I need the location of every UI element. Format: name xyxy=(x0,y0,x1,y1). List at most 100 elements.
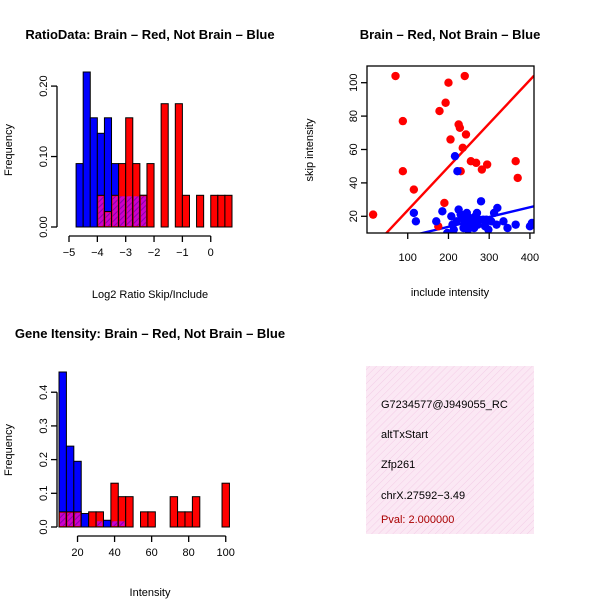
scatter-point-brain xyxy=(477,165,487,174)
scatter-point-brain xyxy=(398,116,408,126)
ratio-bar-overlap xyxy=(140,196,146,226)
ratio-bar-red xyxy=(174,103,183,228)
scatter-point-brain xyxy=(513,173,522,183)
scatter-y-tick-label: 20 xyxy=(348,210,360,222)
intensity-bar-overlap xyxy=(60,512,66,526)
ratio-x-tick-label: 0 xyxy=(208,247,214,259)
scatter-point-brain xyxy=(460,71,469,81)
ratio-bar-overlap xyxy=(105,212,111,226)
scatter-point-brain xyxy=(482,160,492,169)
scatter-x-tick-label: 200 xyxy=(439,252,457,264)
scatter-y-tick-label: 100 xyxy=(348,74,360,92)
scatter-fit-line-brain xyxy=(384,74,534,233)
intensity-bars xyxy=(58,371,230,528)
scatter-point-not-brain xyxy=(409,208,419,218)
scatter-point-brain xyxy=(398,167,408,176)
intensity-title: Gene Itensity: Brain – Red, Not Brain – … xyxy=(15,326,285,341)
scatter-point-brain xyxy=(441,98,450,107)
scatter-point-brain xyxy=(391,71,400,81)
scatter-point-not-brain xyxy=(484,225,493,233)
intensity-bar-red xyxy=(184,511,193,528)
intensity-bar-red xyxy=(88,511,97,528)
scatter-point-brain xyxy=(461,130,471,139)
ratio-bar-blue xyxy=(82,71,91,228)
ratio-bar-overlap xyxy=(98,196,104,226)
scatter-ylabel: skip intensity xyxy=(304,118,316,181)
scatter-point-not-brain xyxy=(493,203,502,213)
ratio-x-tick-label: −2 xyxy=(148,247,161,259)
scatter-y-tick-label: 60 xyxy=(348,143,360,155)
ratio-x-tick-label: −3 xyxy=(119,247,132,259)
scatter-point-not-brain xyxy=(411,217,421,226)
scatter-point-not-brain xyxy=(449,225,458,233)
ratio-x-tick-label: −1 xyxy=(176,247,189,259)
scatter-x-tick-label: 100 xyxy=(399,252,417,264)
scatter-plot-area xyxy=(368,71,534,233)
scatter-point-not-brain xyxy=(499,217,508,226)
intensity-xlabel: Intensity xyxy=(130,587,171,599)
scatter-xlabel: include intensity xyxy=(411,287,490,299)
scatter-point-brain xyxy=(511,156,520,166)
intensity-bar-blue xyxy=(102,519,112,528)
scatter-x-tick-label: 300 xyxy=(480,252,498,264)
ratio-x-tick-label: −4 xyxy=(91,247,104,259)
intensity-bar-red xyxy=(125,496,134,528)
scatter-y-tick-label: 40 xyxy=(348,177,360,189)
scatter-x-tick-label: 400 xyxy=(521,252,539,264)
intensity-bar-overlap xyxy=(119,521,125,526)
scatter-point-brain xyxy=(409,185,419,194)
scatter-point-not-brain xyxy=(492,220,501,229)
intensity-bar-overlap xyxy=(111,521,118,526)
ratio-xlabel: Log2 Ratio Skip/Include xyxy=(92,289,208,301)
ratio-bar-red xyxy=(210,194,219,228)
scatter-point-brain xyxy=(446,135,455,144)
scatter-point-not-brain xyxy=(453,167,462,176)
scatter-point-not-brain xyxy=(503,223,512,233)
info-location: chrX.27592−3.49 xyxy=(381,490,465,502)
scatter-point-not-brain xyxy=(438,207,447,216)
scatter-point-not-brain xyxy=(472,208,482,218)
scatter-title: Brain – Red, Not Brain – Blue xyxy=(360,27,541,42)
scatter-point-not-brain xyxy=(476,197,486,206)
intensity-y-tick-label: 0.4 xyxy=(38,385,50,400)
intensity-bar-red xyxy=(110,482,119,528)
intensity-x-tick-label: 80 xyxy=(183,547,195,559)
ratio-bar-blue xyxy=(89,117,98,228)
info-box-background xyxy=(366,366,534,534)
intensity-bar-red xyxy=(169,496,179,528)
info-box: G7234577@J949055_RC altTxStart Zfp261 ch… xyxy=(366,366,534,534)
intensity-x-tick-label: 100 xyxy=(217,547,235,559)
info-gene-name: Zfp261 xyxy=(381,459,415,471)
intensity-x-tick-label: 40 xyxy=(108,547,120,559)
scatter-frame xyxy=(366,65,535,234)
scatter-point-brain xyxy=(471,158,481,168)
ratio-ylabel: Frequency xyxy=(3,124,15,176)
ratio-bar-blue xyxy=(103,117,113,228)
intensity-bar-overlap xyxy=(74,512,81,526)
scatter-point-not-brain xyxy=(511,220,520,229)
ratio-bar-red xyxy=(146,163,155,228)
scatter-point-not-brain xyxy=(450,151,460,161)
scatter-point-brain xyxy=(440,198,449,208)
intensity-scatter: Brain – Red, Not Brain – Blue 100 200 300 4… xyxy=(304,27,540,299)
ratio-bar-overlap xyxy=(133,196,139,226)
intensity-x-tick-label: 60 xyxy=(146,547,158,559)
scatter-point-not-brain xyxy=(443,228,452,233)
intensity-y-tick-label: 0.1 xyxy=(38,486,50,501)
ratio-bars xyxy=(75,71,233,228)
ratio-bar-red xyxy=(196,194,205,228)
intensity-bar-blue xyxy=(58,371,67,528)
intensity-bar-overlap xyxy=(67,512,73,526)
ratio-bar-red xyxy=(224,194,233,228)
ratio-bar-red xyxy=(217,194,226,228)
intensity-y-tick-label: 0.2 xyxy=(38,452,50,467)
ratio-axes: −5 −4 −3 −2 −1 0 0.00 0.10 0.20 xyxy=(38,75,214,259)
ratio-bar-overlap xyxy=(119,196,125,226)
ratio-x-tick-label: −5 xyxy=(63,247,76,259)
intensity-y-tick-label: 0.3 xyxy=(38,418,50,433)
scatter-point-not-brain xyxy=(447,212,456,221)
scatter-point-brain xyxy=(368,210,378,219)
ratio-y-tick-label: 0.20 xyxy=(38,75,50,96)
info-event-type: altTxStart xyxy=(381,429,428,441)
